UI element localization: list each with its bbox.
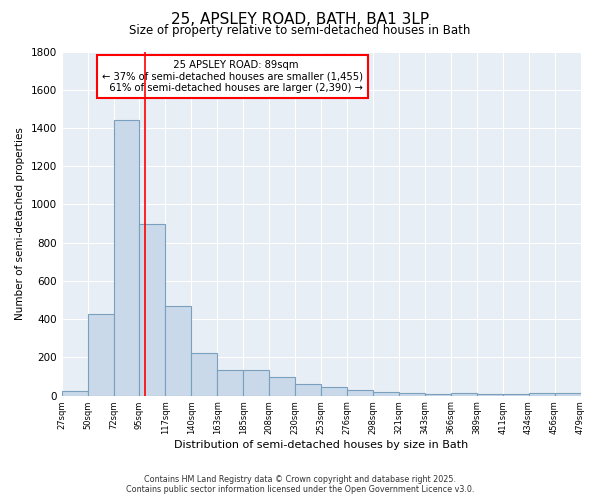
Bar [529, 392, 554, 396]
Bar [503, 394, 529, 396]
Bar [477, 394, 503, 396]
Y-axis label: Number of semi-detached properties: Number of semi-detached properties [15, 127, 25, 320]
Bar [191, 352, 217, 396]
Bar [321, 387, 347, 396]
Bar [88, 314, 113, 396]
Bar [139, 224, 166, 396]
Bar [373, 392, 399, 396]
Bar [451, 392, 477, 396]
Bar [425, 394, 451, 396]
Text: 25, APSLEY ROAD, BATH, BA1 3LP: 25, APSLEY ROAD, BATH, BA1 3LP [171, 12, 429, 28]
Bar [269, 378, 295, 396]
X-axis label: Distribution of semi-detached houses by size in Bath: Distribution of semi-detached houses by … [174, 440, 468, 450]
Bar [554, 392, 581, 396]
Text: Size of property relative to semi-detached houses in Bath: Size of property relative to semi-detach… [130, 24, 470, 37]
Bar [243, 370, 269, 396]
Bar [62, 391, 88, 396]
Bar [347, 390, 373, 396]
Bar [399, 392, 425, 396]
Bar [217, 370, 243, 396]
Bar [166, 306, 191, 396]
Text: 25 APSLEY ROAD: 89sqm
← 37% of semi-detached houses are smaller (1,455)
  61% of: 25 APSLEY ROAD: 89sqm ← 37% of semi-deta… [103, 60, 364, 94]
Bar [113, 120, 139, 396]
Bar [295, 384, 321, 396]
Text: Contains HM Land Registry data © Crown copyright and database right 2025.
Contai: Contains HM Land Registry data © Crown c… [126, 474, 474, 494]
